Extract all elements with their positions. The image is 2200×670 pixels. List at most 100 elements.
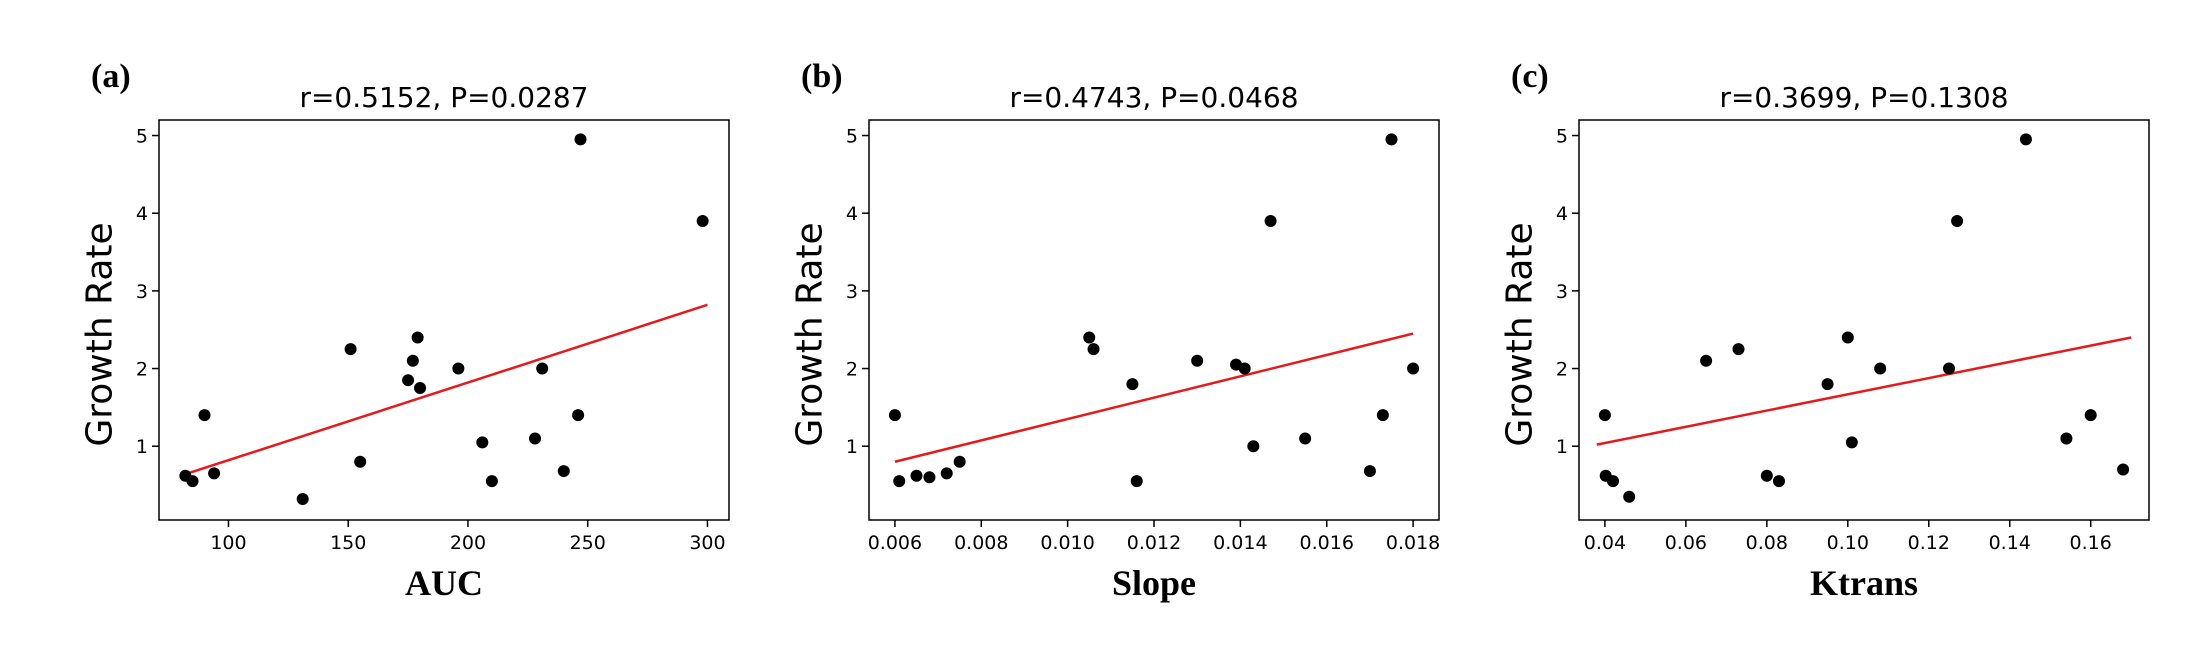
plot-border bbox=[158, 119, 730, 521]
scatter-plot: 0.006 0.008 0.010 0.012 0.014 0.016 0.018 1 2 3 4 5 bbox=[846, 119, 1440, 554]
trend-line bbox=[894, 332, 1414, 463]
panel-label: (c) bbox=[1511, 58, 1549, 95]
data-point bbox=[208, 467, 221, 480]
data-point bbox=[344, 343, 357, 356]
data-point bbox=[893, 475, 906, 488]
panel-label: (a) bbox=[91, 58, 131, 95]
scatter-plot: 0.04 0.06 0.08 0.10 0.12 0.14 0.16 1 2 3 4 5 bbox=[1556, 119, 2150, 554]
data-point bbox=[1087, 343, 1100, 356]
data-point bbox=[696, 214, 709, 227]
data-point bbox=[1376, 409, 1389, 422]
data-point bbox=[198, 409, 211, 422]
data-point bbox=[1821, 378, 1834, 391]
plot-border bbox=[1578, 119, 2150, 521]
data-point bbox=[1874, 362, 1887, 375]
chart-title: r=0.3699, P=0.1308 bbox=[1719, 81, 2009, 114]
data-point bbox=[411, 331, 424, 344]
y-axis-label: Growth Rate bbox=[1499, 221, 1541, 447]
y-tick-label: 1 bbox=[136, 436, 148, 458]
data-point bbox=[923, 471, 936, 484]
x-axis-label: Ktrans bbox=[1810, 563, 1918, 603]
trend-line bbox=[1596, 336, 2132, 446]
plot-row: Growth Rate 0.04 0.06 0.08 0.10 0.12 0.14 0.16… bbox=[1495, 114, 2160, 554]
data-point bbox=[2084, 409, 2097, 422]
data-point bbox=[888, 409, 901, 422]
data-point bbox=[1191, 354, 1204, 367]
y-tick-label: 1 bbox=[846, 436, 858, 458]
scatter-plot: 100 150 200 250 300 1 2 3 4 5 bbox=[136, 119, 730, 554]
y-axis-label-wrap: Growth Rate bbox=[1495, 114, 1545, 554]
x-tick-label: 0.16 bbox=[2070, 532, 2112, 554]
panel-header: (c) r=0.3699, P=0.1308 bbox=[1495, 58, 2160, 114]
x-tick-label: 0.014 bbox=[1213, 532, 1267, 554]
data-point bbox=[1247, 440, 1260, 453]
x-tick-label: 150 bbox=[330, 532, 366, 554]
chart-title: r=0.5152, P=0.0287 bbox=[299, 81, 589, 114]
y-tick-label: 3 bbox=[846, 281, 858, 303]
data-point bbox=[1841, 331, 1854, 344]
data-point bbox=[529, 432, 542, 445]
data-point bbox=[1264, 214, 1277, 227]
y-tick-label: 2 bbox=[1556, 359, 1568, 381]
data-point bbox=[1130, 475, 1143, 488]
y-tick-label: 5 bbox=[846, 126, 858, 148]
data-point bbox=[910, 469, 923, 482]
chart-title: r=0.4743, P=0.0468 bbox=[1009, 81, 1299, 114]
y-tick-label: 3 bbox=[136, 281, 148, 303]
x-tick-label: 0.012 bbox=[1127, 532, 1181, 554]
y-axis-label: Growth Rate bbox=[79, 221, 121, 447]
y-tick-label: 2 bbox=[136, 359, 148, 381]
data-point bbox=[1732, 343, 1745, 356]
data-point bbox=[402, 374, 415, 387]
x-tick-label: 0.008 bbox=[954, 532, 1008, 554]
y-tick-label: 4 bbox=[1556, 203, 1568, 225]
plot-border bbox=[868, 119, 1440, 521]
panel-header: (a) r=0.5152, P=0.0287 bbox=[75, 58, 740, 114]
data-point bbox=[1772, 475, 1785, 488]
y-tick-label: 3 bbox=[1556, 281, 1568, 303]
y-tick-label: 1 bbox=[1556, 436, 1568, 458]
data-point bbox=[406, 354, 419, 367]
data-point bbox=[1700, 354, 1713, 367]
x-tick-label: 0.08 bbox=[1746, 532, 1788, 554]
y-axis-label-wrap: Growth Rate bbox=[75, 114, 125, 554]
x-tick-label: 0.018 bbox=[1386, 532, 1440, 554]
x-axis-label: Slope bbox=[1111, 563, 1197, 603]
y-tick-label: 4 bbox=[136, 203, 148, 225]
data-point bbox=[1943, 362, 1956, 375]
data-point bbox=[1083, 331, 1096, 344]
x-axis-label: AUC bbox=[405, 563, 483, 603]
x-tick-label: 0.04 bbox=[1584, 532, 1626, 554]
y-axis-label: Growth Rate bbox=[789, 221, 831, 447]
data-point bbox=[1951, 214, 1964, 227]
data-point bbox=[536, 362, 549, 375]
data-point bbox=[1238, 362, 1251, 375]
x-tick-label: 0.006 bbox=[868, 532, 922, 554]
figure: (a) r=0.5152, P=0.0287 Growth Rate 100 15… bbox=[75, 58, 2160, 604]
data-point bbox=[1385, 133, 1398, 146]
data-point bbox=[452, 362, 465, 375]
data-point bbox=[1407, 362, 1420, 375]
chart-panel-b: (b) r=0.4743, P=0.0468 Growth Rate 0.006… bbox=[785, 58, 1450, 604]
data-point bbox=[940, 467, 953, 480]
data-point bbox=[1607, 475, 1620, 488]
data-point bbox=[1299, 432, 1312, 445]
trend-line bbox=[180, 303, 708, 477]
data-point bbox=[485, 475, 498, 488]
data-point bbox=[2117, 463, 2130, 476]
chart-panel-a: (a) r=0.5152, P=0.0287 Growth Rate 100 15… bbox=[75, 58, 740, 604]
x-tick-label: 0.010 bbox=[1040, 532, 1094, 554]
plot-row: Growth Rate 0.006 0.008 0.010 0.012 0.014 0.0… bbox=[785, 114, 1450, 554]
data-point bbox=[1845, 436, 1858, 449]
x-tick-label: 0.06 bbox=[1665, 532, 1707, 554]
y-tick-label: 4 bbox=[846, 203, 858, 225]
x-tick-label: 0.14 bbox=[1989, 532, 2031, 554]
data-point bbox=[557, 465, 570, 478]
y-axis-label-wrap: Growth Rate bbox=[785, 114, 835, 554]
x-tick-label: 100 bbox=[210, 532, 246, 554]
data-point bbox=[1598, 409, 1611, 422]
x-tick-label: 0.12 bbox=[1908, 532, 1950, 554]
data-point bbox=[1760, 469, 1773, 482]
data-point bbox=[1126, 378, 1139, 391]
data-point bbox=[2060, 432, 2073, 445]
